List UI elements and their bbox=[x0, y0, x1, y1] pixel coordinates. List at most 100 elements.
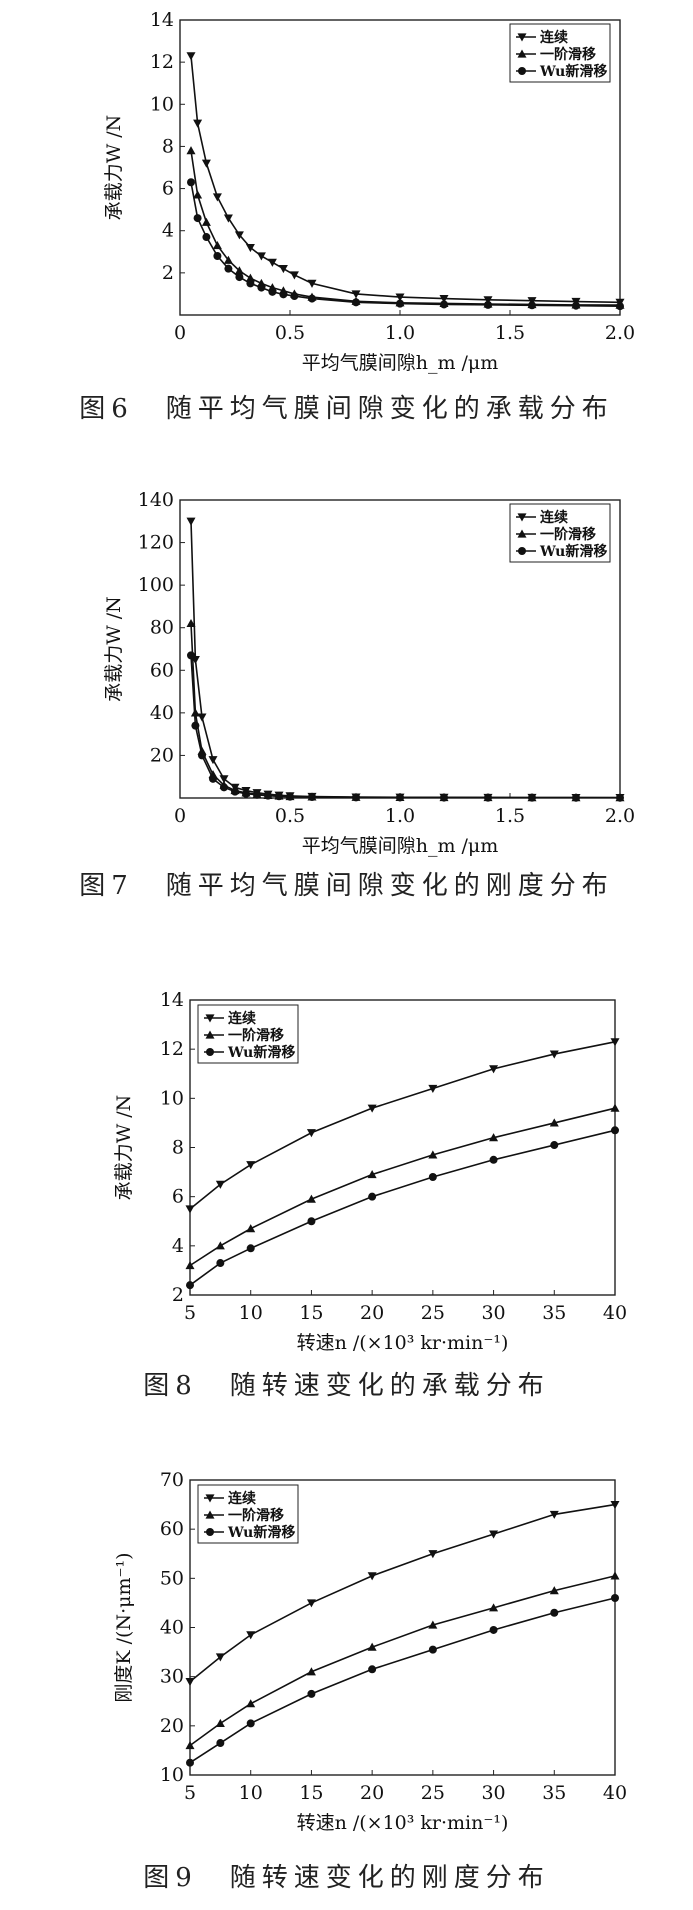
y-tick-label: 14 bbox=[150, 9, 174, 31]
data-point bbox=[528, 301, 536, 310]
data-point bbox=[616, 302, 624, 311]
data-point bbox=[610, 1500, 620, 1510]
y-tick-label: 6 bbox=[172, 1186, 184, 1208]
caption-figure-9: 图9 随转速变化的刚度分布 bbox=[143, 1863, 550, 1893]
data-point bbox=[256, 252, 266, 261]
legend-marker bbox=[205, 1494, 215, 1503]
data-point bbox=[268, 287, 277, 296]
y-axis-label: 承载力W /N bbox=[113, 1095, 135, 1201]
series-triangle-down bbox=[186, 52, 625, 307]
data-point bbox=[193, 119, 203, 128]
data-point bbox=[306, 1667, 316, 1676]
data-point bbox=[186, 517, 196, 526]
y-tick-label: 4 bbox=[162, 220, 174, 242]
legend-label: 一阶滑移 bbox=[228, 1027, 284, 1044]
data-point bbox=[428, 1150, 438, 1159]
legend-marker bbox=[205, 1030, 215, 1039]
series-triangle-up bbox=[186, 618, 625, 802]
data-point bbox=[286, 792, 294, 801]
y-tick-label: 20 bbox=[150, 744, 174, 766]
data-point bbox=[267, 258, 277, 267]
data-point bbox=[215, 1718, 225, 1727]
data-point bbox=[216, 1739, 225, 1748]
data-point bbox=[246, 279, 255, 288]
series-triangle-down bbox=[185, 1500, 620, 1687]
data-point bbox=[351, 290, 361, 299]
y-tick-label: 70 bbox=[160, 1469, 184, 1491]
data-point bbox=[278, 265, 288, 274]
y-tick-label: 100 bbox=[138, 574, 174, 596]
data-point bbox=[308, 294, 316, 303]
series-circle bbox=[186, 1126, 619, 1290]
data-point bbox=[201, 217, 211, 226]
data-point bbox=[428, 1084, 438, 1093]
y-tick-label: 14 bbox=[160, 989, 184, 1011]
legend-marker bbox=[517, 513, 527, 522]
figure-6: 0 0.5 1.0 1.5 2.0 2 4 6 8 10 12 14 平均气膜间隙h_m /μm 承载力W… bbox=[0, 0, 693, 440]
data-point bbox=[279, 290, 288, 299]
data-point bbox=[215, 1653, 225, 1662]
data-point bbox=[212, 240, 222, 250]
data-point bbox=[186, 52, 196, 61]
data-point bbox=[367, 1642, 377, 1651]
data-point bbox=[306, 1194, 316, 1203]
y-tick-label: 40 bbox=[160, 1617, 184, 1639]
legend-label: 连续 bbox=[540, 509, 568, 526]
series-circle bbox=[187, 651, 624, 802]
y-tick-label: 60 bbox=[160, 1518, 184, 1540]
x-tick-label: 10 bbox=[239, 1782, 263, 1804]
data-point bbox=[185, 1261, 195, 1270]
data-point bbox=[185, 1741, 195, 1750]
y-axis-label: 承载力W /N bbox=[103, 596, 125, 702]
data-point bbox=[187, 178, 195, 187]
x-tick-label: 30 bbox=[481, 1782, 505, 1804]
x-axis-label: 转速n /(×10³ kr·min⁻¹) bbox=[297, 1332, 509, 1354]
data-point bbox=[215, 1180, 225, 1189]
x-tick-label: 10 bbox=[239, 1302, 263, 1324]
data-point bbox=[489, 1530, 499, 1539]
data-point bbox=[352, 793, 360, 802]
data-point bbox=[489, 1065, 499, 1074]
data-point bbox=[187, 651, 195, 660]
data-point bbox=[610, 1571, 620, 1580]
legend-label: Wu新滑移 bbox=[227, 1044, 295, 1061]
data-point bbox=[186, 618, 196, 628]
legend-marker bbox=[518, 547, 526, 555]
legend-label: Wu新滑移 bbox=[539, 63, 607, 80]
data-point bbox=[185, 1677, 195, 1687]
data-point bbox=[428, 1645, 437, 1654]
data-point bbox=[197, 713, 207, 722]
data-point bbox=[396, 793, 404, 802]
series-line bbox=[189, 1597, 616, 1764]
legend-marker bbox=[517, 529, 527, 538]
data-point bbox=[549, 1586, 559, 1595]
x-tick-label: 2.0 bbox=[605, 805, 635, 827]
legend-box bbox=[197, 1484, 299, 1544]
data-point bbox=[550, 1141, 559, 1150]
y-tick-label: 12 bbox=[150, 51, 174, 73]
data-point bbox=[193, 190, 203, 199]
y-tick-label: 12 bbox=[160, 1038, 184, 1060]
data-point bbox=[307, 279, 317, 288]
series-line bbox=[189, 1575, 616, 1747]
data-point bbox=[550, 1608, 559, 1617]
x-axis-label: 转速n /(×10³ kr·min⁻¹) bbox=[297, 1812, 509, 1834]
y-tick-label: 20 bbox=[160, 1715, 184, 1737]
chart-figure-6: 0 0.5 1.0 1.5 2.0 2 4 6 8 10 12 14 平均气膜间隙h_m /μm 承载力W… bbox=[103, 9, 635, 374]
data-point bbox=[528, 793, 536, 802]
series-line bbox=[190, 655, 621, 799]
data-point bbox=[275, 792, 283, 801]
x-tick-label: 35 bbox=[542, 1302, 566, 1324]
data-point bbox=[219, 775, 229, 784]
data-point bbox=[484, 300, 492, 309]
y-tick-label: 8 bbox=[162, 135, 174, 157]
series-line bbox=[190, 521, 621, 799]
y-tick-label: 2 bbox=[162, 262, 174, 284]
x-tick-label: 40 bbox=[603, 1302, 627, 1324]
x-tick-label: 0.5 bbox=[275, 322, 305, 344]
data-point bbox=[235, 273, 244, 282]
caption-figure-6: 图6 随平均气膜间隙变化的承载分布 bbox=[79, 394, 614, 424]
data-point bbox=[201, 159, 211, 168]
